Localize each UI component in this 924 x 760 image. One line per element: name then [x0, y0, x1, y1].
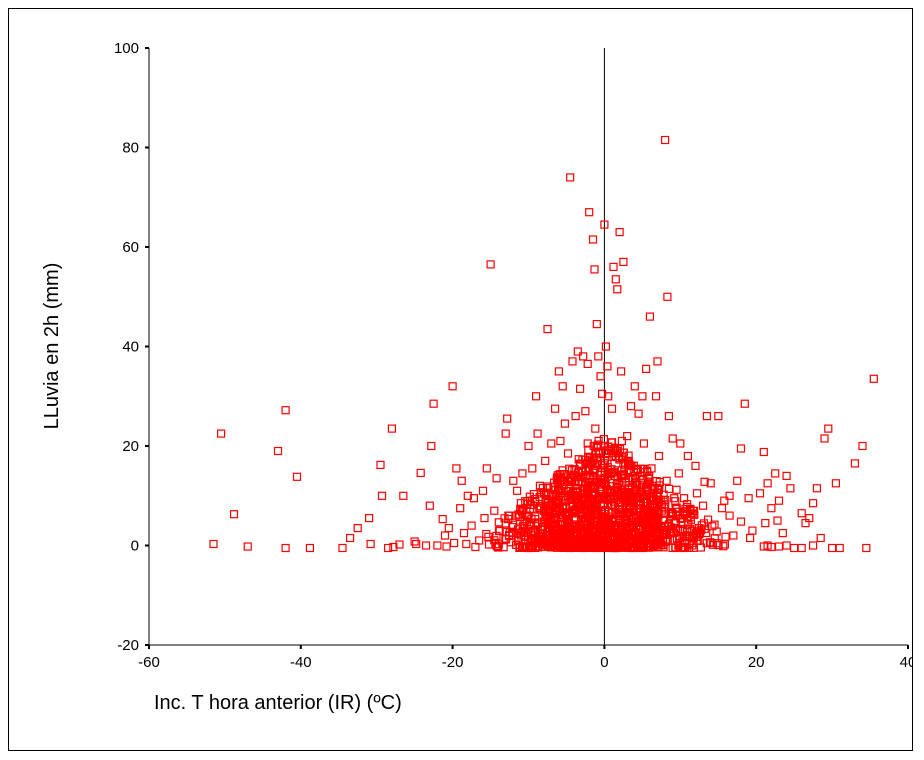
- y-tick-label: 0: [131, 538, 139, 555]
- scatter-plot: -60 -40 -20 0 20 40 -20 0 20 40 60 80 100 Inc. T hor…: [9, 9, 912, 750]
- x-tick-label: 0: [600, 654, 608, 671]
- y-tick-label: 100: [114, 40, 139, 57]
- x-tick-label: -40: [290, 654, 312, 671]
- y-tick-label: 60: [122, 239, 139, 256]
- x-tick-label: -20: [442, 654, 464, 671]
- y-tick-label: -20: [117, 637, 139, 654]
- x-tick-label: -60: [138, 654, 160, 671]
- y-axis-title: LLuvia en 2h (mm): [41, 263, 63, 430]
- y-tick-label: 40: [122, 339, 139, 356]
- y-tick-label: 20: [122, 438, 139, 455]
- y-tick-label: 80: [122, 140, 139, 157]
- x-axis-title: Inc. T hora anterior (IR) (ºC): [154, 692, 402, 714]
- plot-area: [149, 48, 908, 645]
- x-tick-label: 20: [748, 654, 765, 671]
- x-tick-label: 40: [900, 654, 912, 671]
- chart-frame: -60 -40 -20 0 20 40 -20 0 20 40 60 80 100 Inc. T hor…: [8, 8, 913, 751]
